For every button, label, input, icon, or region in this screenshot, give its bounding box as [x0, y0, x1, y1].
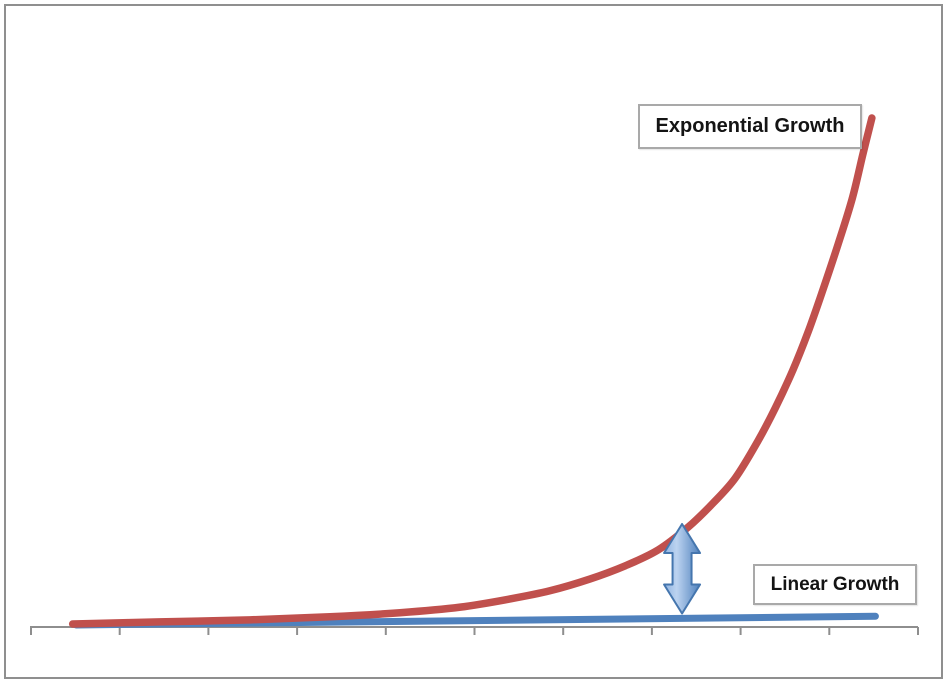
gap-double-arrow	[663, 522, 702, 615]
exponential-curve	[68, 114, 876, 628]
linear-growth-label-box: Linear Growth	[753, 564, 917, 605]
exponential-growth-label-box: Exponential Growth	[638, 104, 862, 149]
linear-growth-label: Linear Growth	[770, 573, 900, 595]
exponential-growth-label: Exponential Growth	[655, 115, 845, 137]
